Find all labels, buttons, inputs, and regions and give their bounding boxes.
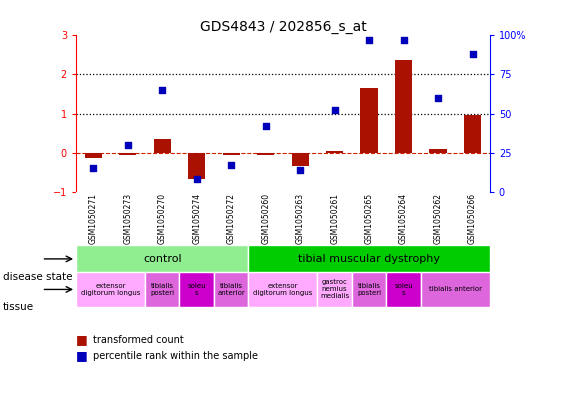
Text: tibialis
posteri: tibialis posteri: [150, 283, 175, 296]
Text: tissue: tissue: [3, 302, 34, 312]
Point: [158, 87, 167, 93]
Point: [123, 141, 132, 148]
Text: control: control: [143, 254, 181, 264]
Text: GSM1050266: GSM1050266: [468, 193, 477, 244]
Text: GSM1050274: GSM1050274: [192, 193, 201, 244]
Point: [192, 176, 201, 182]
Text: soleu
s: soleu s: [187, 283, 206, 296]
Point: [434, 95, 443, 101]
Text: extensor
digitorum longus: extensor digitorum longus: [81, 283, 140, 296]
Bar: [395, 60, 412, 152]
Point: [365, 37, 374, 43]
Bar: [188, 152, 205, 179]
Bar: [222, 152, 240, 154]
Bar: [248, 246, 490, 272]
Bar: [386, 272, 421, 307]
Bar: [292, 152, 309, 165]
Text: GSM1050263: GSM1050263: [296, 193, 305, 244]
Text: tibialis
posteri: tibialis posteri: [357, 283, 381, 296]
Bar: [421, 272, 490, 307]
Bar: [464, 115, 481, 152]
Point: [399, 37, 408, 43]
Bar: [84, 152, 102, 158]
Bar: [318, 272, 352, 307]
Point: [330, 107, 339, 114]
Text: tibial muscular dystrophy: tibial muscular dystrophy: [298, 254, 440, 264]
Text: soleu
s: soleu s: [394, 283, 413, 296]
Text: GSM1050260: GSM1050260: [261, 193, 270, 244]
Text: GSM1050271: GSM1050271: [89, 193, 98, 244]
Bar: [360, 88, 378, 152]
Text: GSM1050265: GSM1050265: [365, 193, 374, 244]
Text: GSM1050272: GSM1050272: [227, 193, 236, 244]
Bar: [154, 139, 171, 152]
Text: tibialis
anterior: tibialis anterior: [217, 283, 245, 296]
Text: transformed count: transformed count: [93, 335, 184, 345]
Bar: [430, 149, 446, 152]
Text: percentile rank within the sample: percentile rank within the sample: [93, 351, 258, 361]
Text: extensor
digitorum longus: extensor digitorum longus: [253, 283, 312, 296]
Bar: [180, 272, 214, 307]
Title: GDS4843 / 202856_s_at: GDS4843 / 202856_s_at: [199, 20, 367, 34]
Bar: [257, 152, 274, 155]
Text: tibialis anterior: tibialis anterior: [429, 286, 482, 292]
Bar: [326, 151, 343, 152]
Point: [296, 167, 305, 173]
Bar: [76, 272, 145, 307]
Text: ■: ■: [76, 333, 88, 347]
Bar: [352, 272, 386, 307]
Point: [261, 123, 270, 129]
Point: [227, 162, 236, 168]
Bar: [145, 272, 180, 307]
Text: GSM1050264: GSM1050264: [399, 193, 408, 244]
Point: [468, 51, 477, 57]
Text: GSM1050262: GSM1050262: [434, 193, 443, 244]
Bar: [119, 152, 136, 154]
Text: ■: ■: [76, 349, 88, 362]
Bar: [248, 272, 318, 307]
Text: GSM1050273: GSM1050273: [123, 193, 132, 244]
Text: GSM1050270: GSM1050270: [158, 193, 167, 244]
Text: GSM1050261: GSM1050261: [330, 193, 339, 244]
Bar: [214, 272, 248, 307]
Bar: [76, 246, 248, 272]
Text: disease state: disease state: [3, 272, 72, 282]
Text: gastroc
nemius
medialis: gastroc nemius medialis: [320, 279, 349, 299]
Point: [89, 165, 98, 171]
